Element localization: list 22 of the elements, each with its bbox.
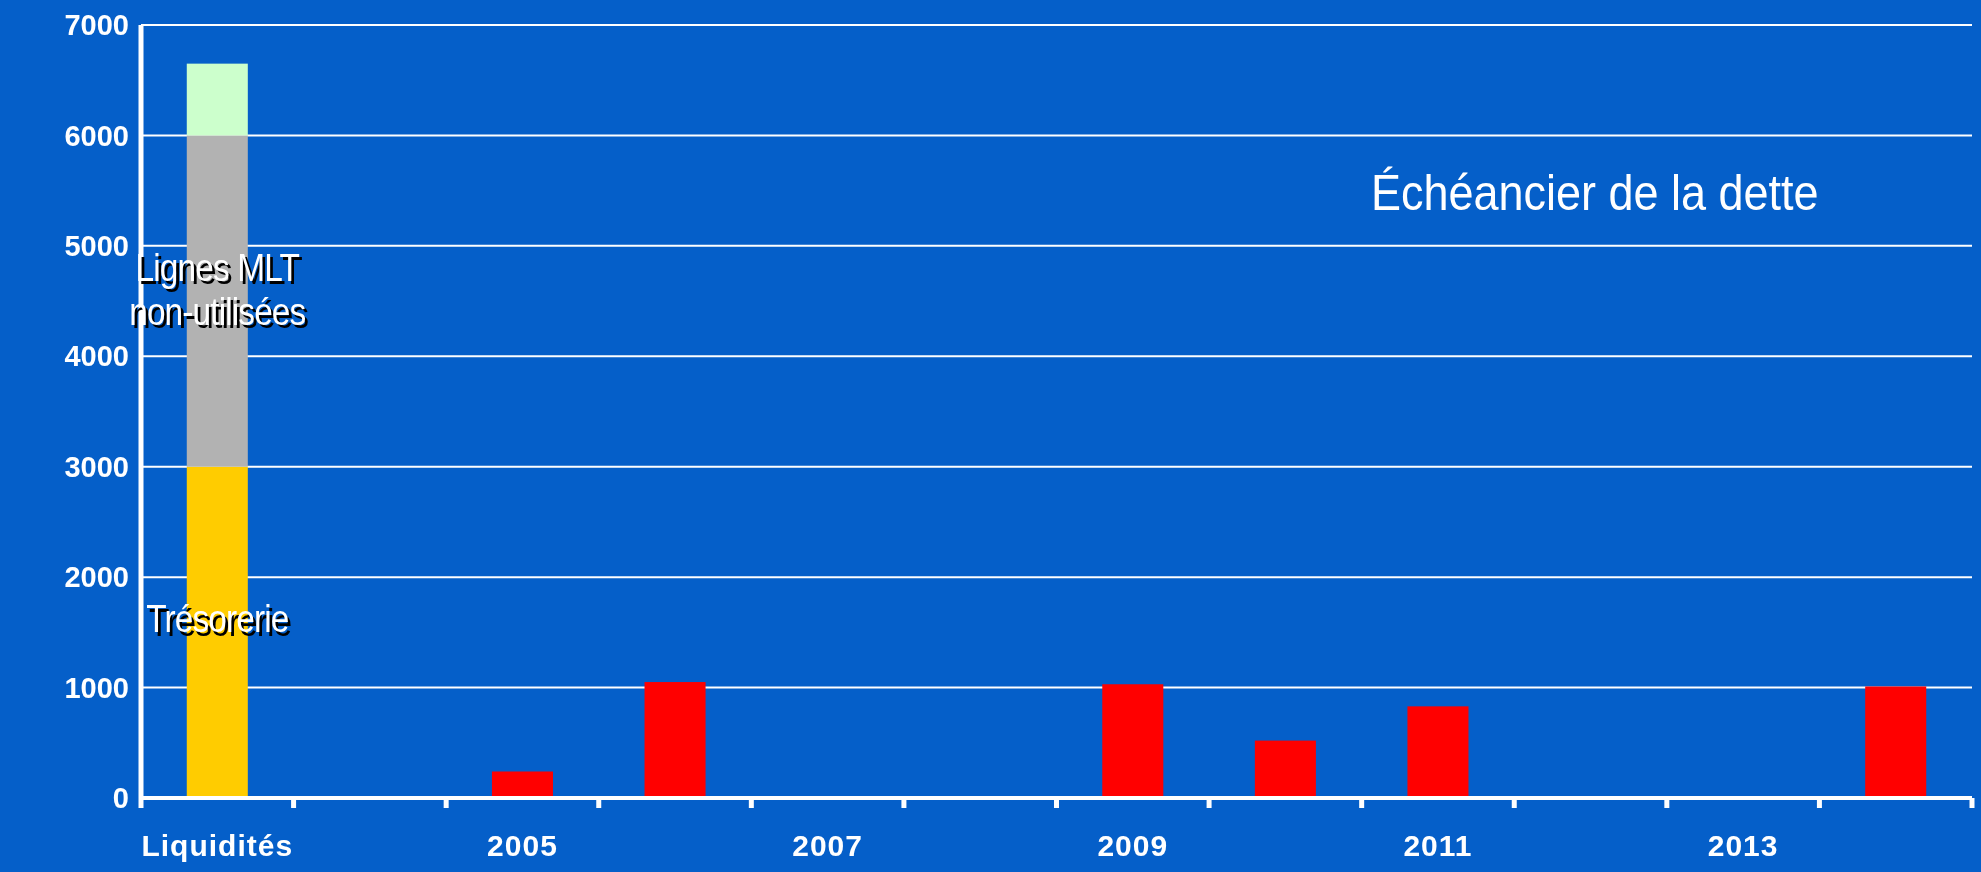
y-tick-label: 1000 [64, 671, 129, 704]
y-tick-label: 4000 [64, 340, 129, 373]
x-tick-label: 2007 [792, 829, 863, 862]
y-tick-label: 3000 [64, 450, 129, 483]
bar [644, 682, 706, 798]
x-tick-label: 2009 [1097, 829, 1169, 862]
bar [1102, 684, 1164, 798]
y-tick-label: 2000 [64, 561, 129, 594]
x-tick-label: Liquidités [141, 829, 294, 862]
bar [1407, 706, 1469, 798]
bar [1865, 686, 1927, 798]
x-tick-label: 2005 [487, 829, 558, 862]
x-tick-label: 2011 [1403, 829, 1473, 862]
bar [186, 63, 248, 136]
y-tick-label: 6000 [64, 119, 129, 152]
y-tick-label: 5000 [64, 230, 129, 263]
text: Échéancier de la dette [1370, 164, 1819, 221]
y-tick-label: 0 [112, 782, 129, 815]
y-tick-label: 7000 [64, 9, 129, 42]
x-tick-label: 2013 [1707, 829, 1779, 862]
bar [1254, 740, 1316, 798]
bar [491, 771, 553, 798]
